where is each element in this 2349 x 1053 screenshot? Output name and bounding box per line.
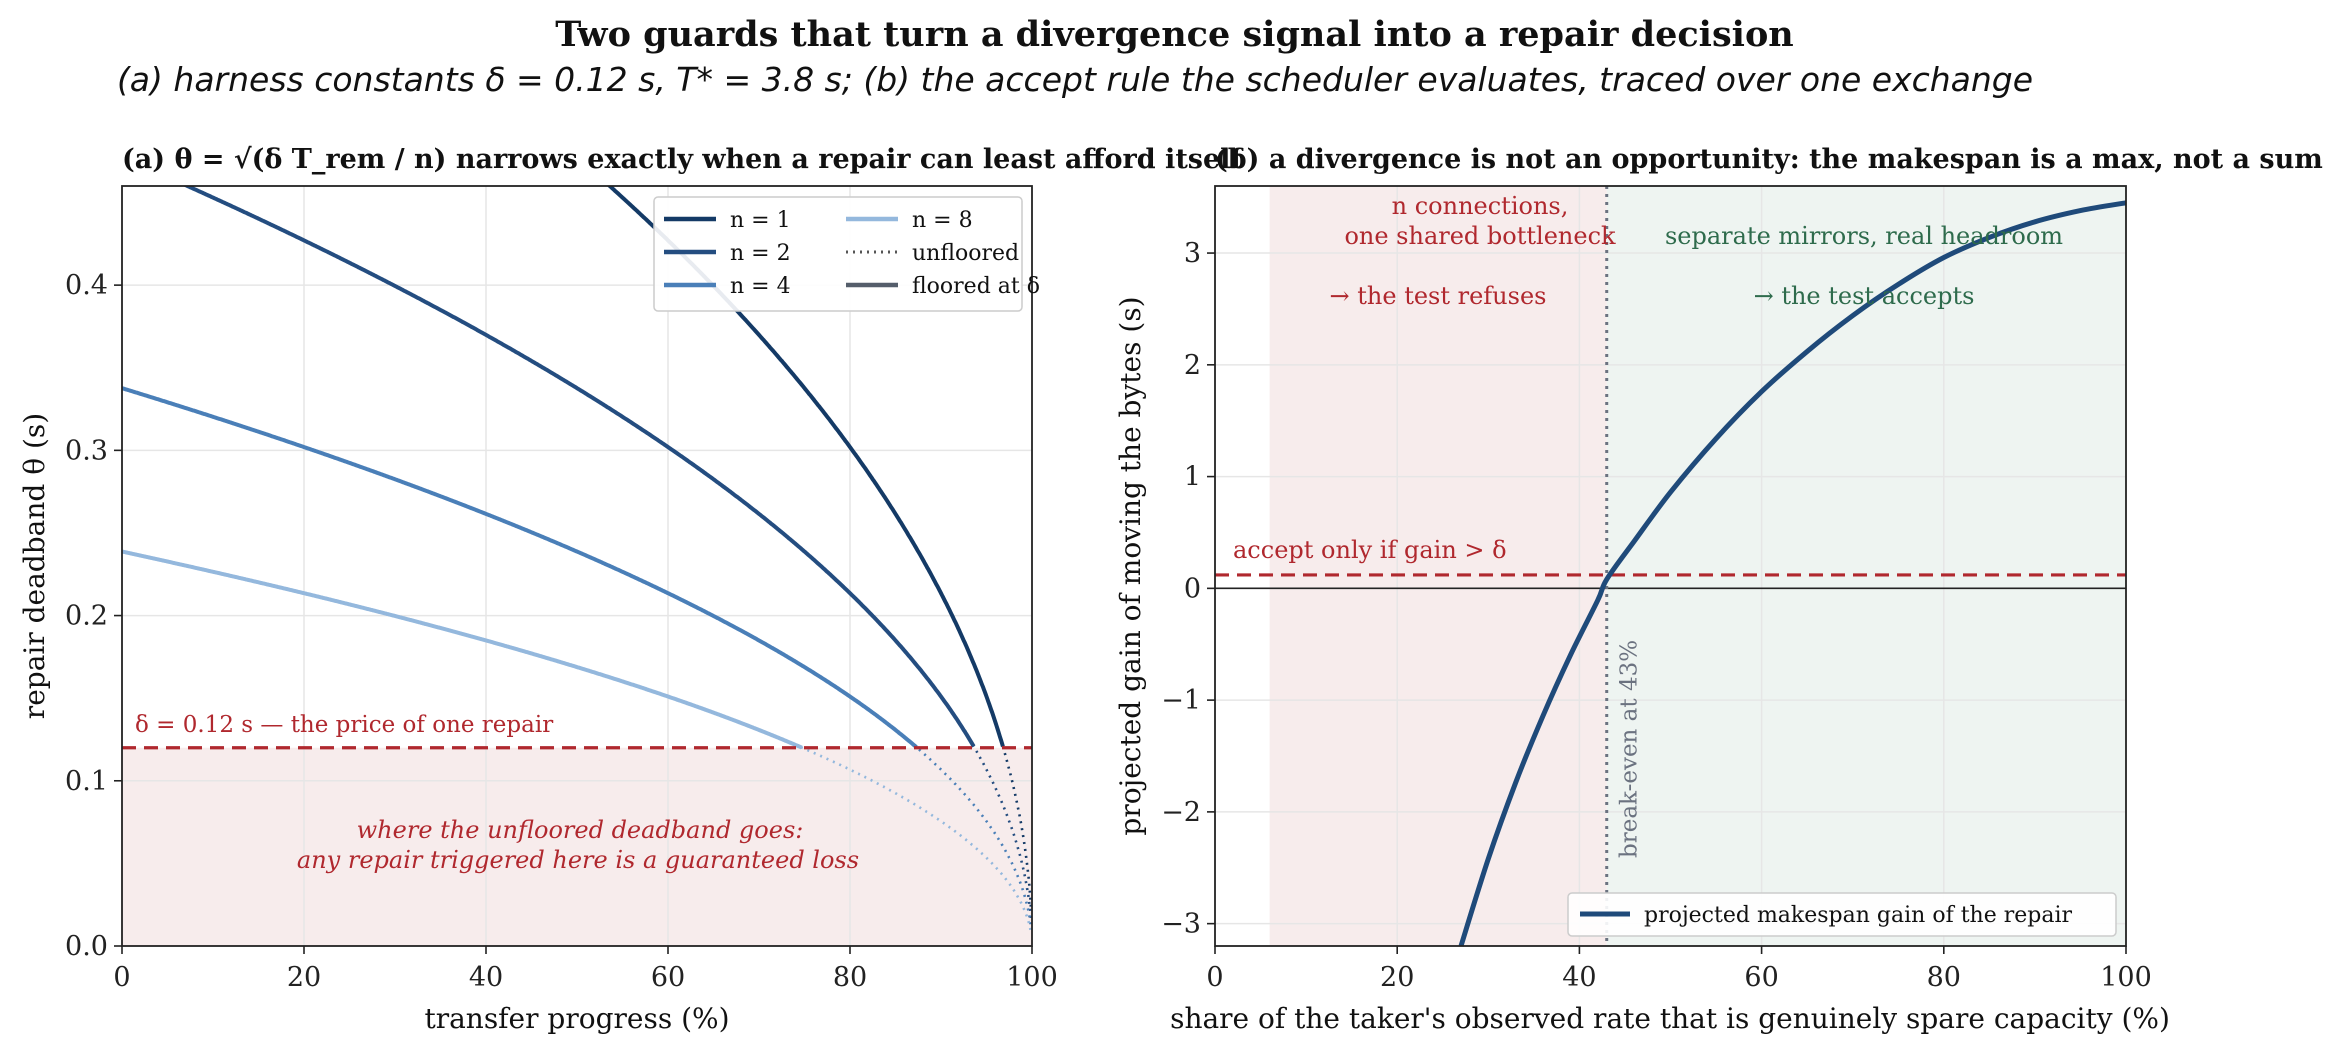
panel-a-title: (a) θ = √(δ T_rem / n) narrows exactly w…	[122, 144, 1244, 175]
panel-a-region-annotation-1: where the unfloored deadband goes:	[357, 816, 804, 844]
panel-b-accept-label: accept only if gain > δ	[1233, 536, 1507, 564]
series-n2-floored	[182, 186, 976, 748]
legend-entry: projected makespan gain of the repair	[1644, 903, 2072, 928]
x-tick-label: 20	[1380, 962, 1414, 993]
panel-b-accept-region	[1606, 186, 2126, 946]
panel-b: (b) a divergence is not an opportunity: …	[1114, 144, 2323, 1035]
y-tick-label: 3	[1184, 238, 1201, 269]
x-tick-label: 40	[1562, 962, 1596, 993]
series-n1-floored	[606, 186, 1005, 747]
panel-b-reject-text-3: → the test refuses	[1330, 282, 1547, 310]
x-tick-label: 100	[2100, 962, 2152, 993]
series-n2-unfloored	[971, 744, 1032, 922]
legend-entry: n = 8	[912, 208, 973, 233]
x-tick-label: 80	[833, 962, 867, 993]
y-tick-label: 1	[1184, 462, 1201, 493]
panel-b-grid	[1215, 186, 2126, 946]
figure-subtitle: (a) harness constants δ = 0.12 s, T* = 3…	[116, 60, 2034, 99]
figure-title: Two guards that turn a divergence signal…	[555, 14, 1794, 55]
y-tick-label: 0.0	[65, 931, 108, 962]
legend-box	[1567, 892, 2117, 937]
panel-a: (a) θ = √(δ T_rem / n) narrows exactly w…	[18, 144, 1244, 1035]
x-tick-label: 60	[651, 962, 685, 993]
legend-entry: n = 1	[730, 208, 791, 233]
x-tick-label: 20	[287, 962, 321, 993]
legend-box	[653, 196, 1023, 312]
y-tick-label: 2	[1184, 350, 1201, 381]
panel-b-reject-region	[1269, 186, 1607, 946]
y-tick-label: −2	[1161, 797, 1201, 828]
legend-entry: n = 2	[730, 241, 791, 266]
legend-entry: n = 4	[730, 274, 791, 299]
series-n4-floored	[122, 386, 918, 749]
legend-entry: unfloored	[912, 241, 1019, 266]
panel-a-delta-label: δ = 0.12 s — the price of one repair	[135, 712, 553, 738]
x-tick-label: 100	[1006, 962, 1058, 993]
panel-b-title: (b) a divergence is not an opportunity: …	[1215, 144, 2323, 175]
x-tick-label: 60	[1744, 962, 1778, 993]
panel-b-xlabel: share of the taker's observed rate that …	[1170, 1002, 2170, 1035]
y-tick-label: 0	[1184, 573, 1201, 604]
y-tick-label: 0.4	[65, 270, 108, 301]
panel-b-reject-text-2: one shared bottleneck	[1344, 222, 1616, 250]
panel-b-accept-text-1: separate mirrors, real headroom	[1665, 222, 2063, 250]
panel-b-legend: projected makespan gain of the repair	[1567, 892, 2117, 937]
panel-b-reject-text-1: n connections,	[1392, 192, 1569, 220]
panel-b-accept-text-2: → the test accepts	[1754, 282, 1975, 310]
panel-b-frame	[1214, 185, 2127, 947]
panel-a-series	[122, 186, 1032, 934]
y-tick-label: −3	[1161, 909, 1201, 940]
x-tick-label: 80	[1927, 962, 1961, 993]
series-n8-unfloored	[793, 743, 1032, 934]
x-tick-label: 0	[1206, 962, 1223, 993]
x-tick-label: 0	[113, 962, 130, 993]
panel-b-ticks: 0 20 40 60 80 100 −3 −2 −1 0 1 2 3	[1161, 238, 2152, 993]
panel-a-region-annotation-2: any repair triggered here is a guarantee…	[297, 846, 859, 874]
legend-entry: floored at δ	[912, 274, 1040, 299]
panel-b-gain-curve	[1458, 200, 2127, 947]
y-tick-label: 0.3	[65, 435, 108, 466]
panel-a-xlabel: transfer progress (%)	[424, 1002, 729, 1035]
panel-a-ylabel: repair deadband θ (s)	[18, 413, 51, 719]
y-tick-label: 0.1	[65, 766, 108, 797]
panel-b-breakeven-label: break-even at 43%	[1617, 640, 1643, 858]
y-tick-label: 0.2	[65, 601, 108, 632]
y-tick-label: −1	[1161, 685, 1201, 716]
panel-a-frame	[121, 185, 1033, 947]
series-n8-floored	[122, 549, 803, 750]
panel-a-legend: n = 1 n = 2 n = 4 n = 8 unfloored floored at …	[653, 196, 1040, 312]
panel-a-grid	[122, 186, 1032, 946]
panel-a-ticks: 0 20 40 60 80 100 0.0 0.1 0.2 0.3 0.4	[65, 270, 1058, 993]
x-tick-label: 40	[469, 962, 503, 993]
panel-b-ylabel: projected gain of moving the bytes (s)	[1114, 296, 1147, 835]
